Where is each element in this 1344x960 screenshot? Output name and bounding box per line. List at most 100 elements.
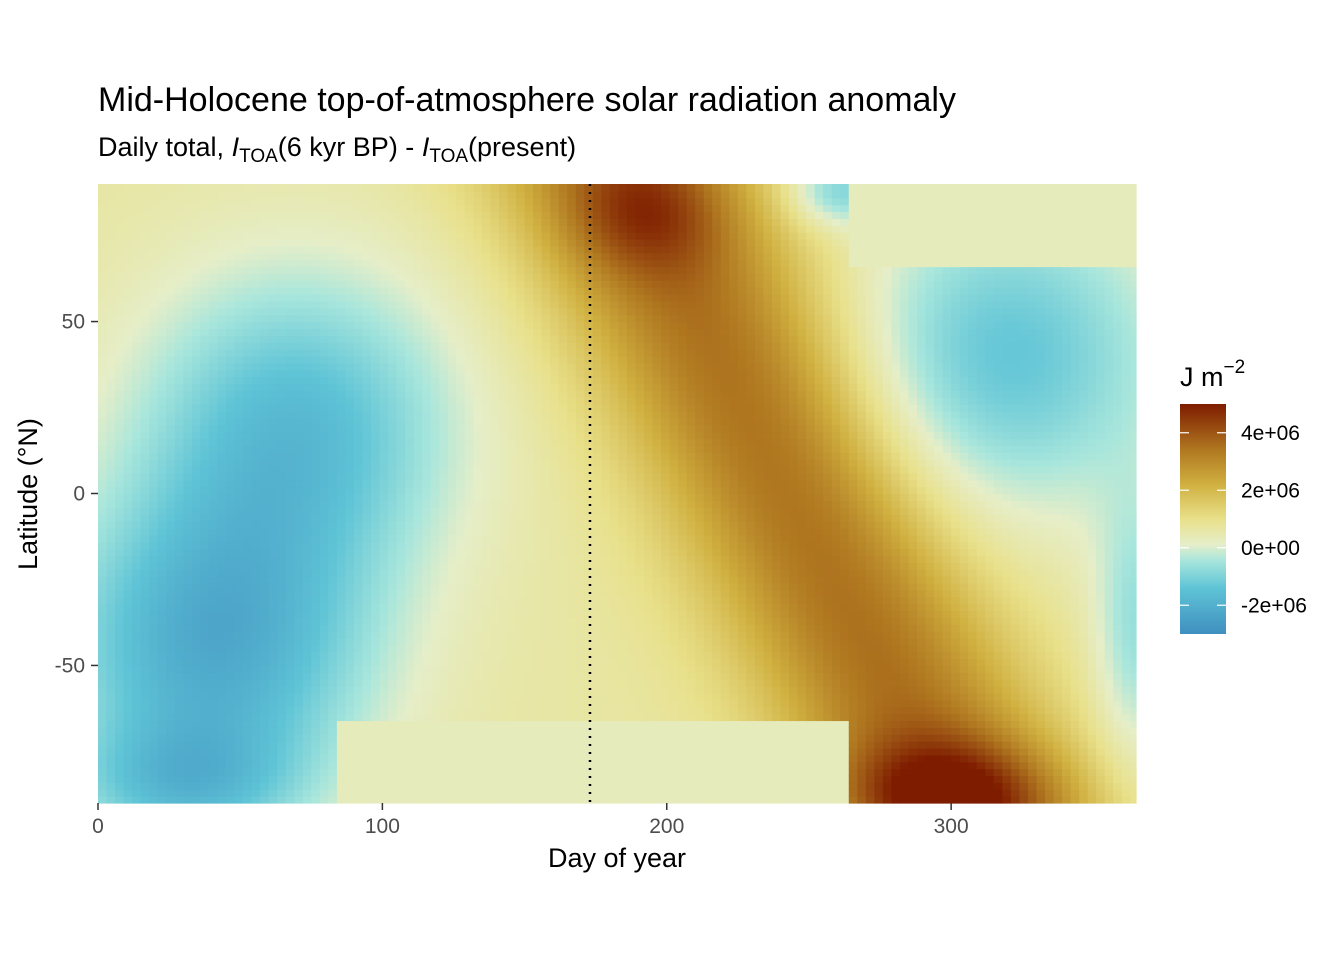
heatmap-cell — [353, 713, 364, 722]
heatmap-cell — [439, 321, 449, 330]
heatmap-cell — [319, 328, 329, 336]
heatmap-cell — [157, 252, 167, 261]
heatmap-cell — [413, 596, 423, 605]
heatmap-cell — [550, 369, 560, 378]
heatmap-cell — [183, 390, 193, 398]
heatmap-cell — [200, 672, 210, 680]
heatmap-cell — [123, 713, 133, 722]
heatmap-cell — [498, 747, 509, 756]
heatmap-cell — [157, 300, 167, 309]
heatmap-cell — [294, 273, 304, 281]
heatmap-cell — [319, 582, 329, 591]
heatmap-cell — [464, 273, 474, 281]
heatmap-cell — [388, 335, 398, 343]
heatmap-cell — [183, 713, 193, 722]
heatmap-cell — [490, 548, 500, 556]
heatmap-cell — [464, 692, 474, 701]
heatmap-cell — [225, 548, 236, 556]
heatmap-cell — [166, 239, 176, 247]
heatmap-cell — [362, 328, 372, 336]
heatmap-cell — [345, 569, 355, 577]
heatmap-cell — [149, 376, 159, 385]
heatmap-cell — [174, 706, 184, 715]
heatmap-cell — [217, 424, 227, 433]
heatmap-cell — [268, 390, 278, 398]
heatmap-cell — [234, 294, 244, 302]
heatmap-cell — [302, 500, 312, 508]
heatmap-cell — [371, 404, 381, 412]
heatmap-cell — [183, 747, 193, 756]
heatmap-cell — [388, 658, 398, 667]
heatmap-cell — [285, 390, 295, 398]
heatmap-cell — [302, 417, 312, 426]
heatmap-cell — [328, 534, 338, 543]
heatmap-cell — [319, 472, 329, 481]
heatmap-cell — [405, 438, 415, 446]
heatmap-cell — [251, 280, 261, 288]
heatmap-cell — [174, 651, 184, 660]
heatmap-cell — [422, 431, 432, 440]
heatmap-cell — [166, 204, 176, 213]
heatmap-cell — [268, 273, 278, 281]
heatmap-cell — [422, 452, 432, 460]
heatmap-cell — [157, 589, 167, 598]
heatmap-cell — [533, 761, 543, 770]
heatmap-cell — [302, 321, 312, 330]
heatmap-cell — [268, 300, 278, 309]
heatmap-cell — [362, 692, 372, 701]
heatmap-cell — [516, 754, 526, 763]
heatmap-cell — [439, 651, 449, 660]
heatmap-cell — [140, 775, 150, 783]
heatmap-cell — [311, 218, 321, 226]
heatmap-cell — [447, 307, 457, 316]
heatmap-cell — [200, 692, 210, 701]
heatmap-cell — [208, 672, 219, 680]
heatmap-cell — [191, 768, 201, 777]
heatmap-cell — [106, 383, 116, 391]
heatmap-cell — [115, 761, 125, 770]
heatmap-cell — [396, 479, 406, 488]
heatmap-cell — [558, 390, 568, 398]
heatmap-cell — [260, 699, 270, 708]
heatmap-cell — [98, 720, 108, 728]
heatmap-cell — [191, 404, 201, 412]
heatmap-cell — [558, 644, 568, 653]
heatmap-cell — [157, 218, 167, 226]
heatmap-cell — [225, 672, 236, 680]
heatmap-cell — [413, 307, 423, 316]
heatmap-cell — [507, 335, 517, 343]
heatmap-cell — [243, 273, 253, 281]
heatmap-cell — [285, 190, 295, 199]
heatmap-cell — [319, 266, 329, 275]
heatmap-cell — [507, 548, 517, 556]
heatmap-cell — [447, 383, 457, 391]
heatmap-cell — [379, 589, 389, 598]
heatmap-cell — [567, 761, 577, 770]
heatmap-cell — [200, 280, 210, 288]
heatmap-cell — [379, 328, 389, 336]
heatmap-cell — [294, 514, 304, 522]
heatmap-cell — [336, 782, 347, 790]
heatmap-cell — [533, 706, 543, 715]
heatmap-cell — [447, 589, 457, 598]
heatmap-cell — [464, 500, 474, 508]
heatmap-cell — [149, 465, 159, 474]
heatmap-cell — [481, 294, 492, 302]
heatmap-cell — [371, 486, 381, 495]
heatmap-cell — [430, 624, 440, 632]
heatmap-cell — [208, 782, 219, 790]
heatmap-cell — [217, 665, 227, 673]
heatmap-cell — [490, 239, 500, 247]
heatmap-cell — [524, 596, 534, 605]
heatmap-cell — [166, 548, 176, 556]
heatmap-cell — [277, 500, 287, 508]
heatmap-cell — [396, 472, 406, 481]
heatmap-cell — [464, 610, 474, 618]
heatmap-cell — [567, 679, 577, 687]
heatmap-cell — [200, 796, 210, 804]
heatmap-cell — [464, 782, 474, 790]
heatmap-cell — [550, 184, 560, 192]
heatmap-cell — [507, 631, 517, 639]
heatmap-cell — [251, 741, 261, 749]
heatmap-cell — [174, 211, 184, 219]
